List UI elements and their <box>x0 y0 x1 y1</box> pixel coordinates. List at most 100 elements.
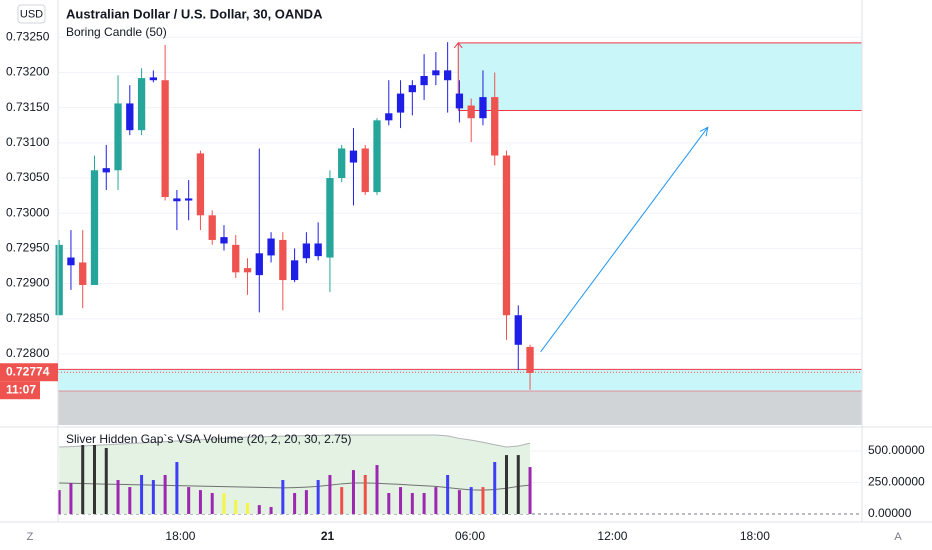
toolbar-button[interactable] <box>20 527 40 545</box>
y-tick-label: 0.72900 <box>6 276 50 290</box>
mark-layer <box>55 42 862 515</box>
zone-arrow-head <box>453 42 463 49</box>
volume-bar <box>257 505 261 515</box>
volume-bar <box>187 487 191 515</box>
candle-body <box>373 120 381 193</box>
candle-body <box>267 238 275 256</box>
volume-bar <box>210 493 214 515</box>
volume-bar <box>222 493 226 515</box>
volume-bar <box>410 493 414 515</box>
volume-title: Sliver Hidden Gap`s VSA Volume (20, 2, 2… <box>66 432 352 446</box>
candle-body <box>196 153 205 216</box>
y2-tick-label: 0.00000 <box>868 506 912 520</box>
volume-bar <box>163 474 167 515</box>
volume-bar <box>481 487 485 515</box>
volume-bar <box>528 467 532 515</box>
volume-bar <box>457 490 461 515</box>
volume-bar <box>387 493 391 515</box>
volume-bar <box>92 444 96 515</box>
candle-body <box>90 170 99 285</box>
band-upper-line <box>59 434 531 448</box>
candle-body <box>396 93 405 113</box>
x-tick-label: 18:00 <box>740 529 770 543</box>
candle-body <box>137 78 146 131</box>
y-tick-label: 0.73150 <box>6 100 50 114</box>
candle-body <box>279 239 287 281</box>
candle-body <box>338 148 346 179</box>
candle-body <box>491 97 499 156</box>
volume-bar <box>293 493 297 515</box>
candle-body <box>243 268 252 273</box>
below-zone-area <box>58 391 862 425</box>
y-tick-label: 0.73200 <box>6 65 50 79</box>
candle-body <box>479 97 487 119</box>
candle-body <box>290 260 299 281</box>
candle-body <box>326 178 334 258</box>
candle-body <box>302 243 311 259</box>
candle-body <box>149 77 157 81</box>
volume-bar <box>128 487 132 515</box>
toolbar-left: Z <box>27 531 34 543</box>
volume-bar <box>198 490 202 515</box>
y-tick-label: 0.72950 <box>6 241 50 255</box>
volume-bar <box>399 487 403 515</box>
currency: USD <box>20 8 43 20</box>
candle-body <box>161 80 169 198</box>
volume-bar <box>304 490 308 515</box>
band-basis-line <box>59 482 531 491</box>
candle-body <box>232 244 240 273</box>
volume-bar <box>422 493 426 515</box>
volume-bar <box>246 503 250 515</box>
y-tick-label: 0.73100 <box>6 135 50 149</box>
volume-bar <box>151 480 155 515</box>
last-price-label: 0.72774 <box>6 364 50 378</box>
volume-bar <box>446 474 450 515</box>
candle-body <box>208 215 216 240</box>
volume-bar <box>234 500 238 515</box>
volume-bar <box>104 448 108 515</box>
y-tick-label: 0.73250 <box>6 29 50 43</box>
volume-bar <box>340 487 344 515</box>
arrow-head <box>699 126 709 137</box>
candle-body <box>408 85 416 93</box>
volume-bar <box>328 474 332 515</box>
volume-bar <box>116 480 120 515</box>
candle-body <box>102 168 110 173</box>
volume-bar <box>316 480 320 515</box>
candle-body <box>385 113 393 121</box>
volume-bar <box>140 474 144 515</box>
chart-title: Australian Dollar / U.S. Dollar, 30, OAN… <box>66 6 323 21</box>
toolbar-button[interactable] <box>888 527 908 545</box>
candle-body <box>420 75 428 86</box>
volume-bar <box>504 455 508 515</box>
zone <box>58 369 862 392</box>
volume-bar <box>469 487 473 515</box>
volume-bar <box>57 490 61 515</box>
candle-body <box>455 93 464 109</box>
countdown-label: 11:07 <box>6 382 36 396</box>
zone <box>458 42 862 111</box>
candle-body <box>514 315 522 345</box>
x-tick-label: 18:00 <box>165 529 195 543</box>
toolbar-right: A <box>894 531 902 543</box>
arrow-line <box>540 127 709 353</box>
candle-body <box>114 103 122 171</box>
volume-bar <box>351 470 355 515</box>
candle-body <box>526 346 534 373</box>
last-price-box <box>0 363 58 382</box>
candle-body <box>314 243 322 257</box>
candle-body <box>67 257 75 266</box>
currency-box[interactable] <box>17 4 46 24</box>
text-layer: USD Australian Dollar / U.S. Dollar, 30,… <box>0 4 925 545</box>
volume-bar <box>434 487 438 515</box>
candle-body <box>361 148 369 193</box>
y-tick-label: 0.73000 <box>6 205 50 219</box>
volume-bar <box>493 462 497 515</box>
candle-body <box>220 237 228 244</box>
x-tick-label: 06:00 <box>455 529 485 543</box>
candle-body <box>126 103 134 131</box>
x-tick-label: 12:00 <box>597 529 627 543</box>
volume-bar <box>363 474 367 515</box>
volume-bar <box>281 480 285 515</box>
volume-bar <box>269 507 273 515</box>
